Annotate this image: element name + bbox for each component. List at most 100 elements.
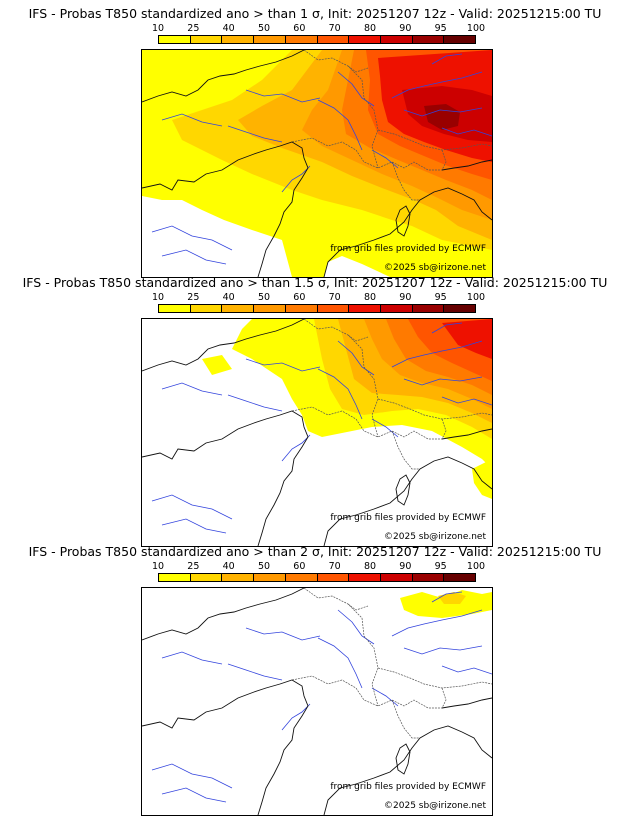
border [441, 418, 447, 440]
colorbar-swatch [444, 305, 476, 312]
river [441, 396, 492, 406]
colorbar-swatch [349, 574, 381, 581]
colorbar-label: 100 [466, 292, 486, 303]
colorbar-label: 25 [187, 561, 200, 572]
river [151, 494, 233, 520]
colorbar-swatch [349, 305, 381, 312]
panel-title: IFS - Probas T850 standardized ano > tha… [22, 275, 608, 290]
corsica-island [395, 474, 411, 506]
colorbar-swatch [254, 305, 286, 312]
colorbar-swatch [444, 574, 476, 581]
source-credit: from grib files provided by ECMWF [330, 513, 486, 523]
border [441, 149, 447, 171]
coastline [142, 410, 309, 546]
panel-title: IFS - Probas T850 standardized ano > tha… [28, 544, 602, 559]
colorbar-swatch [222, 305, 255, 312]
coastline [441, 159, 492, 171]
colorbar-label: 10 [151, 23, 165, 34]
colorbar-swatch [190, 574, 223, 581]
probability-shading [202, 319, 492, 499]
colorbar-swatch [285, 305, 318, 312]
probability-shading [142, 50, 492, 277]
colorbar [158, 35, 476, 44]
colorbar-swatch [380, 36, 413, 43]
border [303, 588, 379, 707]
border [377, 129, 492, 151]
colorbar-label: 70 [328, 23, 341, 34]
colorbar-swatch [159, 36, 191, 43]
colorbar-swatch [254, 36, 286, 43]
colorbar-labels: 10 25 40 50 60 70 80 90 95 100 [152, 561, 485, 572]
river [403, 645, 483, 655]
probability-shading [400, 590, 492, 618]
river [317, 637, 363, 689]
colorbar-label: 25 [187, 292, 200, 303]
river [227, 394, 283, 412]
rivers [151, 53, 492, 265]
river [431, 53, 463, 65]
river [161, 382, 223, 396]
map-panel-2sigma: IFS - Probas T850 standardized ano > tha… [0, 538, 630, 816]
colorbar-swatch [254, 574, 286, 581]
border [303, 50, 379, 169]
colorbar-swatch [380, 305, 413, 312]
colorbar-label: 95 [434, 561, 447, 572]
rivers [151, 591, 492, 803]
copyright-credit: ©2025 sb@irizone.net [384, 263, 486, 273]
border [347, 603, 369, 611]
river [431, 322, 463, 334]
river [403, 107, 483, 117]
border [291, 406, 442, 440]
copyright-credit: ©2025 sb@irizone.net [384, 801, 486, 811]
coastline [441, 697, 492, 709]
coastline [142, 319, 305, 372]
coastlines [142, 50, 492, 277]
border [291, 675, 442, 709]
border [291, 137, 442, 171]
probability-area [202, 355, 232, 375]
border [347, 334, 369, 342]
river [245, 89, 321, 103]
river [151, 225, 233, 251]
colorbar-label: 80 [363, 23, 377, 34]
river [161, 249, 227, 265]
borders [291, 588, 492, 739]
probability-area [424, 104, 460, 130]
colorbar-swatch [317, 574, 350, 581]
river [371, 418, 399, 438]
colorbar-swatch [159, 305, 191, 312]
river [317, 99, 363, 151]
border [441, 687, 447, 709]
border [377, 667, 492, 689]
river [391, 71, 483, 99]
colorbar-swatch [190, 36, 223, 43]
colorbar-swatch [190, 305, 223, 312]
borders [291, 50, 492, 201]
coastlines [142, 319, 492, 546]
river [403, 376, 483, 386]
probability-area [442, 319, 492, 359]
map-svg [142, 588, 492, 815]
colorbar-swatch [222, 36, 255, 43]
colorbar-label: 90 [399, 561, 412, 572]
colorbar-labels: 10 25 40 50 60 70 80 90 95 100 [152, 292, 485, 303]
colorbar [158, 573, 476, 582]
colorbar-label: 25 [187, 23, 200, 34]
map-svg [142, 319, 492, 546]
coastline [441, 428, 492, 440]
source-credit: from grib files provided by ECMWF [330, 244, 486, 254]
river [281, 165, 311, 193]
colorbar-label: 100 [466, 561, 486, 572]
colorbar-label: 90 [399, 292, 412, 303]
colorbar-swatch [444, 36, 476, 43]
colorbar-label: 60 [293, 23, 306, 34]
river [317, 368, 363, 420]
colorbar [158, 304, 476, 313]
border [391, 699, 420, 739]
corsica-island [395, 743, 411, 775]
river [227, 125, 283, 143]
colorbar-swatch [222, 574, 255, 581]
probability-map: from grib files provided by ECMWF ©2025 … [141, 587, 493, 816]
colorbar-label: 50 [257, 292, 271, 303]
coastline [323, 187, 492, 277]
